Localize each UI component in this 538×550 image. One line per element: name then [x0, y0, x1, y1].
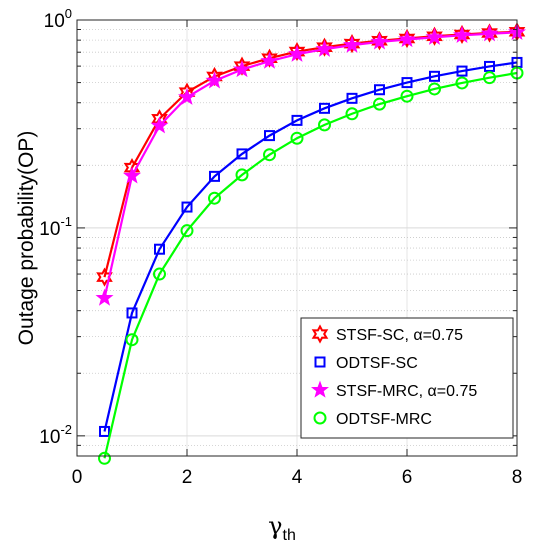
- data-point: [150, 116, 169, 134]
- y-tick-label-exponent: 0: [65, 6, 72, 21]
- data-point: [288, 41, 306, 62]
- legend-label: STSF-SC, α=0.75: [336, 327, 463, 344]
- x-axis-label-symbol: γ: [268, 512, 282, 540]
- data-point: [122, 166, 142, 184]
- legend-entry: ODTSF-MRC: [313, 411, 432, 428]
- series-layer: [95, 22, 527, 465]
- data-point: [397, 30, 417, 48]
- data-point: [125, 333, 139, 347]
- data-point: [235, 168, 249, 182]
- data-point: [232, 60, 252, 78]
- data-point: [453, 24, 471, 45]
- data-point: [483, 71, 496, 85]
- data-point: [400, 89, 414, 103]
- data-point: [95, 288, 114, 306]
- y-tick-label-exponent: -2: [60, 422, 72, 437]
- data-point: [181, 201, 193, 213]
- data-point: [342, 35, 362, 53]
- data-point: [153, 267, 166, 281]
- x-tick-label: 8: [512, 467, 523, 488]
- data-point: [401, 77, 413, 89]
- y-tick-label-base: 10: [39, 427, 60, 448]
- legend-label: ODTSF-MRC: [336, 411, 432, 428]
- data-point: [455, 76, 469, 90]
- data-point: [205, 71, 224, 89]
- data-point: [98, 451, 111, 465]
- data-point: [209, 170, 220, 182]
- data-point: [263, 148, 276, 162]
- legend-marker: [314, 356, 326, 368]
- data-point: [346, 92, 358, 104]
- data-point: [154, 243, 165, 255]
- legend-marker: [310, 380, 330, 398]
- data-point: [480, 24, 499, 42]
- y-tick-label-base: 10: [39, 219, 60, 240]
- data-point: [180, 224, 194, 238]
- y-tick-label-exponent: -1: [60, 214, 72, 229]
- x-tick-label: 6: [402, 467, 413, 488]
- legend-entry: STSF-SC, α=0.75: [311, 324, 463, 344]
- series-line: [103, 71, 518, 459]
- data-point: [370, 32, 389, 50]
- data-point: [315, 39, 334, 57]
- legend-entry: STSF-MRC, α=0.75: [310, 380, 477, 400]
- data-point: [318, 118, 331, 132]
- x-tick-label: 0: [72, 467, 83, 488]
- data-point: [481, 23, 498, 43]
- data-point: [290, 131, 304, 145]
- data-point: [233, 56, 251, 76]
- series-3: [95, 22, 527, 306]
- legend-label: STSF-MRC, α=0.75: [336, 383, 477, 400]
- series-2: [99, 56, 523, 437]
- series-line: [103, 31, 518, 299]
- data-point: [177, 87, 197, 105]
- data-point: [371, 31, 388, 51]
- legend: STSF-SC, α=0.75 ODTSF-SC STSF-MRC, α=0.75 O…: [300, 317, 514, 439]
- legend-box: [300, 317, 514, 439]
- legend-entry: ODTSF-SC: [314, 355, 418, 372]
- data-point: [425, 27, 444, 45]
- data-point: [456, 65, 468, 77]
- data-point: [208, 191, 221, 205]
- data-point: [343, 34, 361, 54]
- data-point: [373, 97, 386, 111]
- data-point: [316, 37, 333, 57]
- legend-marker: [313, 411, 327, 425]
- data-point: [426, 26, 443, 46]
- data-point: [260, 51, 279, 69]
- data-point: [429, 70, 440, 82]
- legend-label: ODTSF-SC: [336, 355, 418, 372]
- x-tick-label: 2: [182, 467, 193, 488]
- data-point: [261, 48, 278, 68]
- data-point: [126, 307, 138, 319]
- data-point: [291, 114, 303, 126]
- data-point: [236, 148, 248, 160]
- x-axis-label-subscript: th: [283, 527, 296, 544]
- data-point: [319, 102, 330, 114]
- data-point: [99, 425, 110, 437]
- y-axis-label: Outage probability(OP): [15, 131, 38, 346]
- y-tick-label: 10-1: [39, 214, 72, 240]
- data-point: [287, 44, 307, 62]
- legend-marker: [311, 324, 329, 344]
- y-tick-label: 10-2: [39, 422, 72, 448]
- data-point: [484, 60, 495, 72]
- y-tick-label: 100: [44, 6, 72, 32]
- data-point: [374, 84, 385, 96]
- series-line: [103, 61, 518, 432]
- x-tick-label: 4: [292, 467, 303, 488]
- data-point: [398, 28, 416, 49]
- x-axis-label: γth: [268, 512, 296, 544]
- data-point: [345, 107, 359, 121]
- data-point: [428, 82, 441, 96]
- y-tick-label-base: 10: [44, 11, 65, 32]
- data-point: [264, 130, 275, 142]
- data-point: [452, 25, 472, 43]
